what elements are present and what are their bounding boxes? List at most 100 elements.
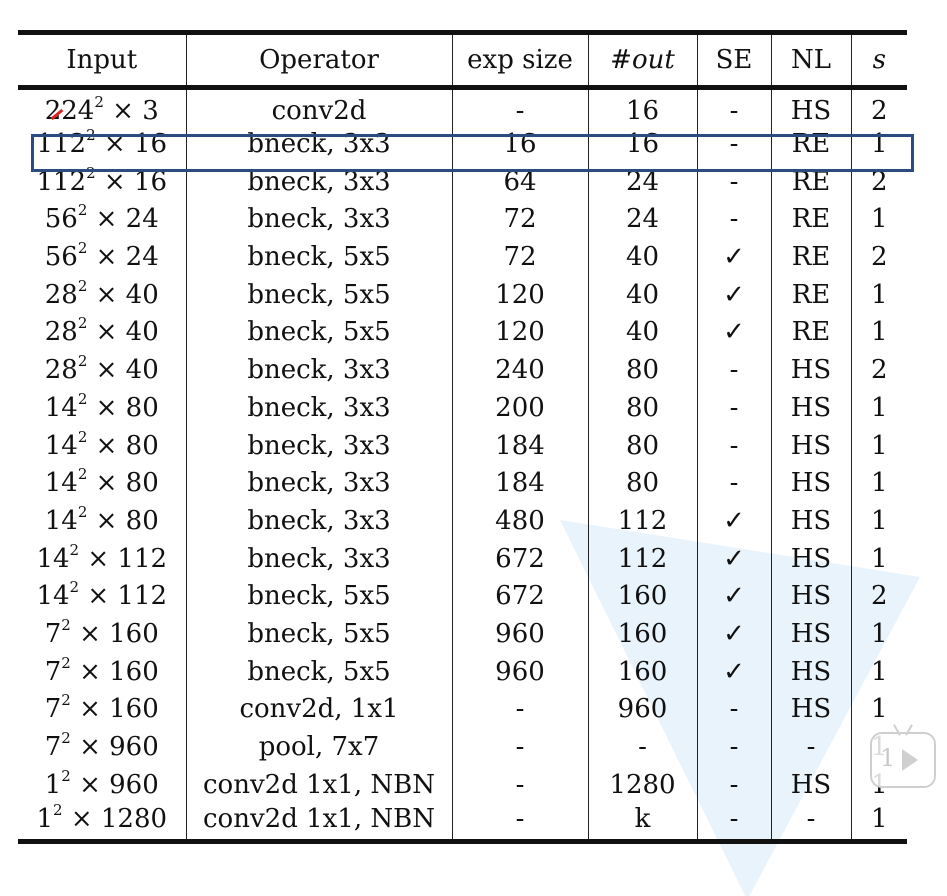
cell-exp-size: 64 (452, 162, 589, 201)
table-row: 142 × 80 bneck, 3x3 480 112 ✓ HS 1 (18, 502, 907, 540)
cell-nl: RE (771, 313, 852, 352)
input-rest: × 960 (79, 769, 159, 800)
table-row: 142 × 80 bneck, 3x3 184 80- HS 1 (18, 464, 907, 503)
table-row: 142 × 80 bneck, 3x3 200 80- HS 1 (18, 389, 907, 427)
cell-out: 24 (588, 200, 698, 239)
cell-out: 1280 (588, 765, 698, 804)
input-exponent: 2 (61, 615, 71, 634)
cell-operator: bneck, 3x3 (186, 464, 453, 503)
cell-se: - (697, 389, 772, 427)
header-out: #out (588, 30, 698, 90)
architecture-table: Input Operator exp size #out SE NL s 224… (18, 30, 907, 844)
table-row: 282 × 40 bneck, 3x3 240 80- HS 2 (18, 351, 907, 389)
header-nl: NL (771, 30, 852, 90)
input-exponent: 2 (61, 766, 71, 785)
cell-exp-size: 72 (452, 200, 589, 239)
input-exponent: 2 (61, 729, 71, 748)
video-badge[interactable]: 1 (870, 732, 936, 788)
cell-input: 12 × 1280 (18, 803, 187, 844)
input-rest: × 960 (79, 732, 159, 763)
cell-nl: - (771, 728, 852, 766)
input-rest: × 80 (95, 430, 159, 461)
input-rest: × 160 (79, 618, 159, 649)
cell-se: - (697, 87, 772, 126)
cell-nl: HS (771, 765, 852, 804)
input-rest: × 24 (95, 204, 159, 235)
table-header-row: Input Operator exp size #out SE NL s (18, 30, 907, 90)
cell-nl: HS (771, 464, 852, 503)
input-exponent: 2 (77, 314, 88, 333)
cell-out: 80 (588, 389, 698, 427)
table-row: 72 × 160 conv2d, 1x1-960- HS 1 (18, 690, 907, 729)
input-base: 112 (36, 166, 87, 197)
input-rest: × 40 (95, 317, 159, 348)
cell-operator: bneck, 3x3 (186, 426, 453, 465)
cell-se: - (697, 200, 772, 239)
cell-out: - (588, 728, 698, 766)
cell-s: 1 (870, 392, 888, 423)
cell-exp-size: - (452, 690, 589, 729)
cell-exp-size: 200 (452, 389, 589, 427)
input-base: 14 (36, 581, 70, 612)
cell-exp-size: 672 (452, 577, 589, 616)
input-base: 112 (36, 129, 87, 160)
input-rest: × 160 (79, 656, 159, 687)
cell-operator: bneck, 5x5 (186, 275, 453, 314)
cell-out: k (588, 803, 698, 844)
input-exponent: 2 (77, 389, 88, 408)
cell-nl: RE (771, 162, 852, 201)
cell-nl: HS (771, 539, 852, 578)
cell-input: 72 × 160 (18, 652, 187, 691)
cell-s: 1 (870, 317, 888, 348)
cell-nl: HS (771, 351, 852, 389)
input-base: 1 (36, 804, 53, 835)
cell-s: 2 (870, 166, 888, 197)
cell-se: - (697, 351, 772, 389)
input-base: 28 (44, 279, 78, 310)
cell-se: - (697, 728, 772, 766)
input-base: 14 (36, 543, 70, 574)
table-row: 1122 × 16 bneck, 3x3 16 16- RE 1 (18, 125, 907, 163)
cell-s: 1 (870, 694, 888, 725)
tv-antenna-icon (892, 724, 914, 736)
cell-out: 160 (588, 615, 698, 653)
cell-operator: bneck, 5x5 (186, 238, 453, 276)
cell-input: 142 × 80 (18, 389, 187, 427)
cell-input: 2242 × 3 (18, 87, 187, 126)
cell-se: ✓ (697, 652, 772, 691)
cell-input: 282 × 40 (18, 313, 187, 352)
cell-operator: pool, 7x7 (186, 728, 453, 766)
cell-exp-size: 960 (452, 652, 589, 691)
cell-nl: HS (771, 652, 852, 691)
cell-out: 40 (588, 238, 698, 276)
input-base: 14 (44, 392, 78, 423)
cell-operator: conv2d, 1x1 (186, 690, 453, 729)
cell-exp-size: 672 (452, 539, 589, 578)
cell-out: 112 (588, 502, 698, 540)
cell-operator: bneck, 3x3 (186, 125, 453, 163)
cell-s: 1 (870, 468, 888, 499)
cell-out: 80 (588, 351, 698, 389)
input-rest: × 80 (95, 392, 159, 423)
cell-se: ✓ (697, 539, 772, 578)
table-row: 562 × 24 bneck, 3x3 72 24- RE 1 (18, 200, 907, 239)
cell-exp-size: 184 (452, 426, 589, 465)
cell-exp-size: 960 (452, 615, 589, 653)
cell-input: 12 × 960 (18, 765, 187, 804)
cell-operator: conv2d (186, 87, 453, 126)
input-exponent: 2 (69, 540, 80, 559)
input-rest: × 24 (95, 242, 159, 273)
cell-input: 142 × 80 (18, 426, 187, 465)
input-rest: × 112 (87, 581, 168, 612)
table-row: 142 × 80 bneck, 3x3 184 80- HS 1 (18, 426, 907, 465)
cell-se: - (697, 426, 772, 465)
cell-se: ✓ (697, 577, 772, 616)
input-base: 28 (44, 355, 78, 386)
cell-s: 1 (870, 618, 888, 649)
input-rest: × 160 (79, 694, 159, 725)
cell-operator: conv2d 1x1, NBN (186, 765, 453, 804)
cell-operator: conv2d 1x1, NBN (186, 803, 453, 844)
